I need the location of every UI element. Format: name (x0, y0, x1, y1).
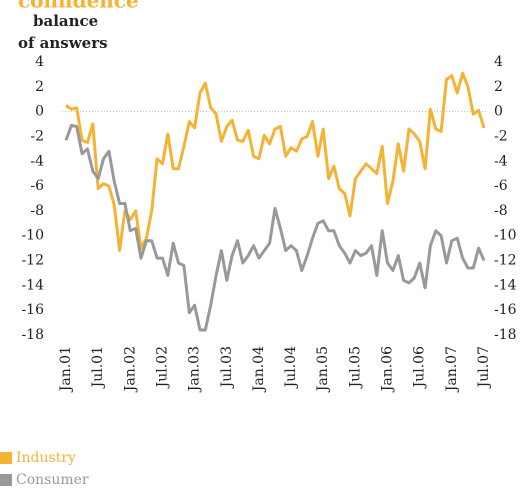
series-line (64, 123, 486, 332)
x-tick-label: Jan.07 (444, 346, 460, 393)
x-tick-label: Jul.06 (412, 346, 428, 389)
x-tick-label: Jan.04 (251, 346, 267, 393)
y-tick-label: 2 (35, 79, 44, 95)
x-tick-label: Jul.03 (219, 346, 235, 389)
legend-swatch (0, 474, 12, 486)
series-line (65, 71, 486, 253)
y2-tick-label: 0 (494, 104, 503, 120)
x-tick-label: Jul.02 (154, 346, 170, 389)
x-tick-label: Jul.01 (90, 346, 106, 389)
y-tick-label: 4 (35, 54, 44, 70)
x-tick-label: Jan.05 (315, 346, 331, 393)
chart-title: confidence (18, 0, 139, 13)
y2-tick-label: -8 (494, 203, 508, 219)
x-tick-label: Jul.07 (476, 346, 492, 389)
y2-tick-label: -12 (494, 253, 517, 269)
y-tick-label: -18 (21, 327, 44, 343)
y2-tick-label: -4 (494, 153, 508, 169)
x-tick-label: Jul.05 (347, 346, 363, 389)
y-axis-label: of answers (18, 34, 108, 52)
y2-tick-label: -18 (494, 327, 517, 343)
y2-tick-label: -2 (494, 128, 508, 144)
y2-tick-label: 4 (494, 54, 503, 70)
x-tick-label: Jul.04 (283, 346, 299, 389)
x-tick-label: Jan.02 (122, 346, 138, 393)
y2-tick-label: -14 (494, 277, 517, 293)
x-tick-label: Jan.06 (380, 346, 396, 393)
legend-swatch (0, 452, 12, 464)
y-tick-label: -12 (21, 253, 44, 269)
y2-tick-label: -10 (494, 228, 517, 244)
y2-tick-label: -16 (494, 302, 517, 318)
y-tick-label: 0 (35, 104, 44, 120)
x-tick-label: Jan.01 (58, 346, 74, 393)
y-tick-label: -10 (21, 228, 44, 244)
y-tick-label: -14 (21, 277, 44, 293)
y-axis-label: balance (33, 12, 98, 30)
legend-label: Consumer (16, 472, 89, 488)
y-tick-label: -6 (30, 178, 44, 194)
y-tick-label: -8 (30, 203, 44, 219)
y-tick-label: -4 (30, 153, 44, 169)
x-tick-label: Jan.03 (187, 346, 203, 393)
y-tick-label: -16 (21, 302, 44, 318)
legend-label: Industry (16, 450, 76, 466)
y-tick-label: -2 (30, 128, 44, 144)
y2-tick-label: -6 (494, 178, 508, 194)
y2-tick-label: 2 (494, 79, 503, 95)
